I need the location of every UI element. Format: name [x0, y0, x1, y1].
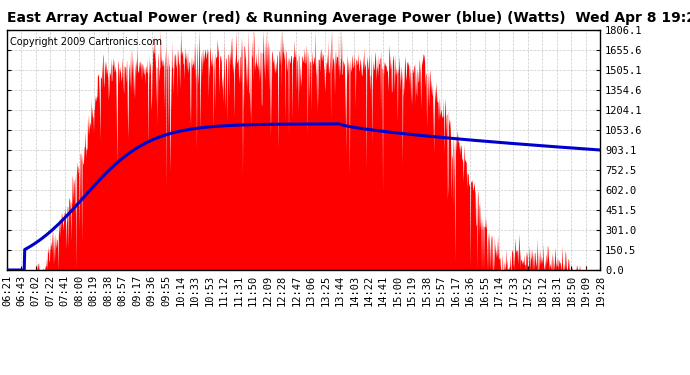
Text: East Array Actual Power (red) & Running Average Power (blue) (Watts)  Wed Apr 8 : East Array Actual Power (red) & Running …: [7, 11, 690, 25]
Text: Copyright 2009 Cartronics.com: Copyright 2009 Cartronics.com: [10, 37, 162, 47]
